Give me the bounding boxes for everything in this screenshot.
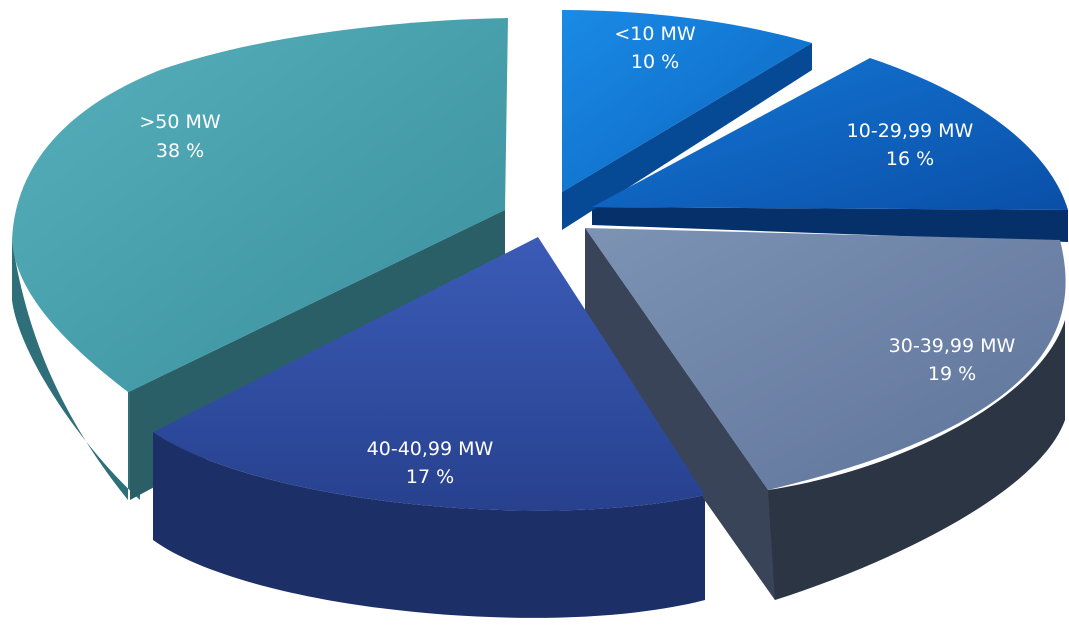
slice-top-over-50 bbox=[12, 18, 508, 392]
slice-value-10-29: 16 % bbox=[886, 148, 934, 170]
slice-label-over-50: >50 MW bbox=[139, 111, 221, 133]
slice-label-30-39: 30-39,99 MW bbox=[889, 335, 1016, 357]
slice-top-under-10 bbox=[562, 10, 812, 192]
slice-side-30-39 bbox=[585, 228, 1065, 600]
slice-value-over-50: 38 % bbox=[156, 140, 204, 162]
slice-side-40-40 bbox=[153, 432, 705, 618]
slice-side-under-10-a bbox=[562, 43, 812, 230]
slice-label-40-40: 40-40,99 MW bbox=[367, 438, 494, 460]
slice-top-10-29 bbox=[592, 58, 1068, 210]
slice-label-10-29: 10-29,99 MW bbox=[847, 120, 974, 142]
slice-side-10-29 bbox=[592, 207, 1068, 242]
slice-value-40-40: 17 % bbox=[406, 466, 454, 488]
slice-side-30-39-inner bbox=[585, 228, 775, 600]
slice-value-30-39: 19 % bbox=[928, 363, 976, 385]
slice-top-40-40 bbox=[153, 237, 705, 511]
slice-value-under-10: 10 % bbox=[631, 51, 679, 73]
slice-label-under-10: <10 MW bbox=[614, 23, 696, 45]
slice-top-30-39 bbox=[585, 228, 1066, 490]
